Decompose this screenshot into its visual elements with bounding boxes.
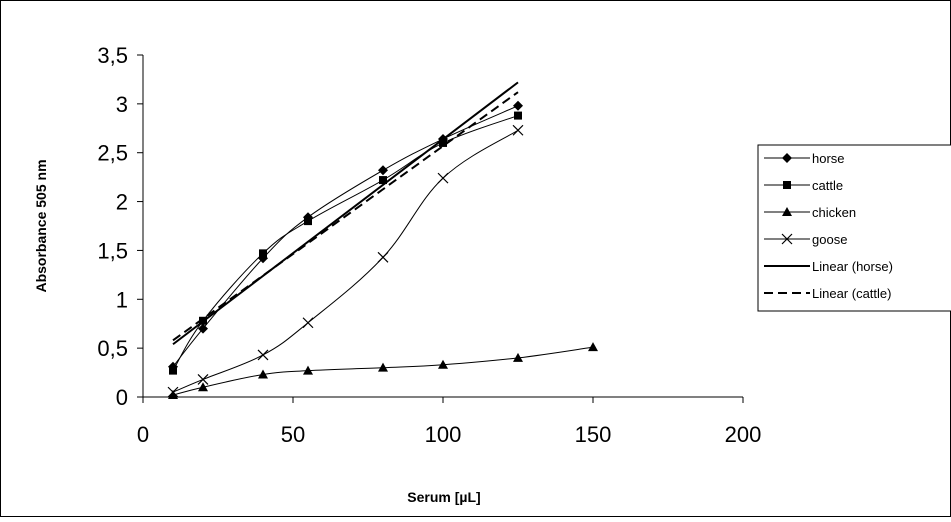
y-tick-label: 0 bbox=[116, 385, 128, 410]
data-point-chicken bbox=[513, 352, 523, 362]
legend-label-cattle: cattle bbox=[812, 178, 843, 193]
data-point-cattle bbox=[304, 217, 312, 226]
data-point-horse bbox=[198, 323, 208, 334]
x-axis-title: Serum [µL] bbox=[407, 489, 480, 505]
data-point-chicken bbox=[588, 342, 598, 352]
y-tick-label: 2 bbox=[116, 190, 128, 215]
data-point-cattle bbox=[514, 111, 522, 120]
legend-box bbox=[757, 144, 951, 312]
data-point-goose bbox=[167, 386, 179, 398]
trendline-linear-horse bbox=[172, 81, 519, 346]
legend-marker-goose bbox=[781, 233, 793, 245]
y-tick-label: 3,5 bbox=[97, 43, 128, 68]
legend: horse cattle chicken goose Linear (horse) Lin… bbox=[757, 144, 951, 312]
data-point-chicken bbox=[438, 359, 448, 369]
x-tick-label: 100 bbox=[425, 422, 462, 447]
x-tick-label: 50 bbox=[281, 422, 305, 447]
data-point-goose bbox=[437, 172, 449, 184]
data-point-chicken bbox=[198, 382, 208, 392]
legend-label-chicken: chicken bbox=[812, 205, 856, 220]
data-point-chicken bbox=[303, 365, 313, 375]
y-tick-label: 0,5 bbox=[97, 336, 128, 361]
x-tick-label: 0 bbox=[137, 422, 149, 447]
data-point-goose bbox=[302, 317, 314, 329]
legend-label-linear-cattle: Linear (cattle) bbox=[812, 286, 891, 301]
data-point-chicken bbox=[378, 362, 388, 372]
data-point-cattle bbox=[259, 249, 267, 258]
y-tick-label: 3 bbox=[116, 92, 128, 117]
x-tick-label: 150 bbox=[575, 422, 612, 447]
x-tick-label: 200 bbox=[725, 422, 762, 447]
plot-area bbox=[167, 81, 598, 400]
legend-label-horse: horse bbox=[812, 151, 845, 166]
data-point-horse bbox=[378, 165, 388, 176]
legend-marker-chicken bbox=[782, 207, 792, 216]
y-tick-label: 2,5 bbox=[97, 141, 128, 166]
data-point-chicken bbox=[168, 390, 178, 400]
data-point-horse bbox=[258, 253, 268, 264]
axes: 0 0,5 1 1,5 2 2,5 3 3,5 0 50 100 150 200 bbox=[97, 43, 761, 447]
legend-marker-horse bbox=[782, 153, 792, 163]
data-point-chicken bbox=[258, 369, 268, 379]
y-tick-label: 1 bbox=[116, 287, 128, 312]
data-point-goose bbox=[512, 124, 524, 136]
y-tick-label: 1,5 bbox=[97, 238, 128, 263]
data-point-cattle bbox=[439, 138, 447, 147]
data-point-cattle bbox=[169, 366, 177, 375]
data-point-cattle bbox=[379, 176, 387, 185]
legend-label-linear-horse: Linear (horse) bbox=[812, 259, 893, 274]
legend-label-goose: goose bbox=[812, 232, 847, 247]
data-point-goose bbox=[257, 349, 269, 361]
y-axis-title: Absorbance 505 nm bbox=[33, 159, 49, 292]
data-point-goose bbox=[197, 373, 209, 385]
trendline-linear-cattle bbox=[172, 91, 519, 342]
legend-marker-cattle bbox=[783, 181, 791, 189]
data-point-horse bbox=[513, 100, 523, 111]
data-point-goose bbox=[377, 251, 389, 263]
